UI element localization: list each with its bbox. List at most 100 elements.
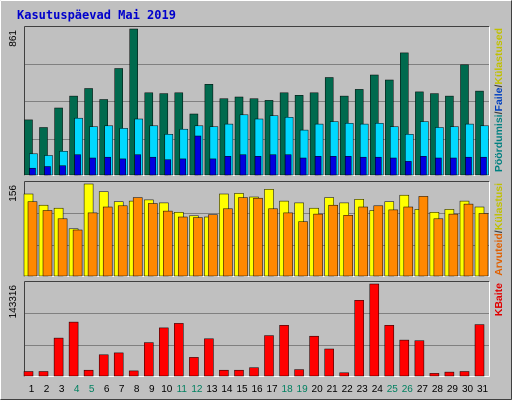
- bar-kbaite-day-5: [83, 369, 94, 377]
- bar-kbaite-day-13: [204, 338, 214, 377]
- bar-arvuteid-day-23: [358, 206, 368, 277]
- day-label: 22: [342, 384, 354, 395]
- bar-kbaite-day-21: [324, 348, 334, 377]
- bar-külastused-day-17: [269, 154, 277, 176]
- bar-arvuteid-day-9: [148, 203, 158, 277]
- legend-item: Külastusi: [493, 183, 505, 230]
- bar-kbaite-day-6: [98, 354, 109, 377]
- bar-külastused-day-2: [44, 166, 51, 176]
- chart-title: Kasutuspäevad Mai 2019: [17, 8, 176, 22]
- bar-arvuteid-day-11: [178, 216, 188, 277]
- bar-külastused-day-30: [465, 156, 472, 176]
- bar-arvuteid-day-20: [313, 213, 323, 277]
- day-label: 25: [387, 384, 399, 395]
- day-label: 18: [282, 384, 294, 395]
- bar-pöördumisi-day-8: [129, 28, 138, 176]
- bar-arvuteid-day-31: [478, 213, 489, 277]
- bar-külastused-day-27: [420, 156, 427, 176]
- bar-kbaite-day-18: [279, 325, 289, 377]
- day-label: 9: [149, 384, 155, 395]
- day-label: 19: [297, 384, 309, 395]
- bar-arvuteid-day-24: [373, 205, 384, 277]
- bar-külastused-day-8: [134, 154, 141, 176]
- bar-arvuteid-day-1: [27, 201, 38, 277]
- bar-kbaite-day-20: [309, 335, 319, 377]
- bar-arvuteid-day-26: [403, 206, 414, 277]
- bar-arvuteid-day-12: [193, 217, 203, 277]
- bar-külastused-day-24: [375, 156, 382, 176]
- day-label: 31: [477, 384, 489, 395]
- bar-arvuteid-day-4: [72, 229, 83, 277]
- day-label: 2: [44, 384, 50, 395]
- bar-külastused-day-12: [194, 135, 202, 176]
- bar-arvuteid-day-28: [433, 218, 444, 277]
- bar-kbaite-day-31: [474, 324, 485, 377]
- day-label: 8: [134, 384, 140, 395]
- bar-kbaite-day-8: [128, 370, 139, 377]
- day-label: 15: [236, 384, 248, 395]
- bar-külastused-day-25: [390, 157, 397, 176]
- bar-kbaite-day-1: [23, 371, 34, 377]
- bar-arvuteid-day-25: [388, 209, 399, 277]
- bar-pöördumisi-day-3: [54, 107, 63, 176]
- bar-kbaite-day-16: [249, 367, 259, 377]
- bar-arvuteid-day-7: [117, 205, 128, 277]
- bar-arvuteid-day-30: [463, 203, 474, 277]
- bar-arvuteid-day-16: [253, 197, 263, 277]
- day-label: 11: [177, 384, 188, 395]
- bar-arvuteid-day-21: [328, 204, 338, 277]
- bar-arvuteid-day-2: [42, 210, 53, 277]
- day-label: 23: [357, 384, 369, 395]
- day-label: 14: [221, 384, 233, 395]
- bar-pöördumisi-day-7: [114, 68, 123, 176]
- bar-külastused-day-22: [344, 156, 352, 176]
- scale-label-bottom: 143316: [8, 285, 19, 319]
- bar-külastused-day-29: [450, 157, 457, 176]
- legend-item: /: [493, 230, 505, 233]
- bar-arvuteid-day-3: [57, 218, 68, 277]
- bar-arvuteid-day-18: [283, 212, 293, 277]
- bar-külastused-day-1: [29, 167, 36, 176]
- bar-kbaite-day-24: [369, 283, 380, 377]
- legend-bottom: KBaite: [493, 283, 505, 316]
- bar-arvuteid-day-14: [223, 208, 233, 277]
- bar-kbaite-day-22: [339, 372, 349, 377]
- legend-item: KBaite: [493, 283, 505, 316]
- bar-kbaite-day-2: [38, 371, 49, 377]
- bar-kbaite-day-19: [294, 369, 304, 377]
- legend-middle: Arvuteid/Külastusi: [493, 183, 505, 276]
- bar-arvuteid-day-8: [132, 197, 143, 277]
- day-label: 27: [417, 384, 429, 395]
- bar-külastused-day-3: [59, 165, 66, 176]
- bar-külastused-day-21: [329, 156, 337, 176]
- bar-arvuteid-day-6: [102, 206, 113, 277]
- legend-item: Pöördumisi: [493, 114, 505, 172]
- day-label: 3: [59, 384, 65, 395]
- day-label: 28: [432, 384, 444, 395]
- day-label: 10: [161, 384, 173, 395]
- bar-kbaite-day-4: [68, 321, 79, 377]
- day-label: 30: [462, 384, 474, 395]
- legend-item: /: [493, 85, 505, 88]
- bar-kbaite-day-28: [429, 373, 440, 377]
- bar-külastused-day-7: [119, 158, 126, 176]
- bar-kbaite-day-14: [219, 369, 229, 377]
- bar-pöördumisi-day-30: [460, 64, 469, 176]
- bar-külastused-day-10: [164, 159, 172, 176]
- bar-arvuteid-day-17: [268, 208, 278, 277]
- panel-middle: 156 Arvuteid/Külastusi: [8, 181, 505, 277]
- bar-arvuteid-day-13: [208, 214, 218, 277]
- bar-kbaite-day-10: [159, 327, 169, 377]
- bar-kbaite-day-25: [384, 325, 395, 377]
- bar-külastused-day-19: [299, 157, 307, 176]
- bar-kbaite-day-30: [459, 371, 470, 377]
- bar-külastused-day-18: [284, 154, 292, 176]
- day-label: 13: [206, 384, 218, 395]
- bar-arvuteid-day-10: [163, 210, 173, 277]
- bar-külastused-day-6: [104, 156, 111, 176]
- bar-külastused-day-4: [74, 154, 81, 176]
- bar-kbaite-day-15: [234, 369, 244, 377]
